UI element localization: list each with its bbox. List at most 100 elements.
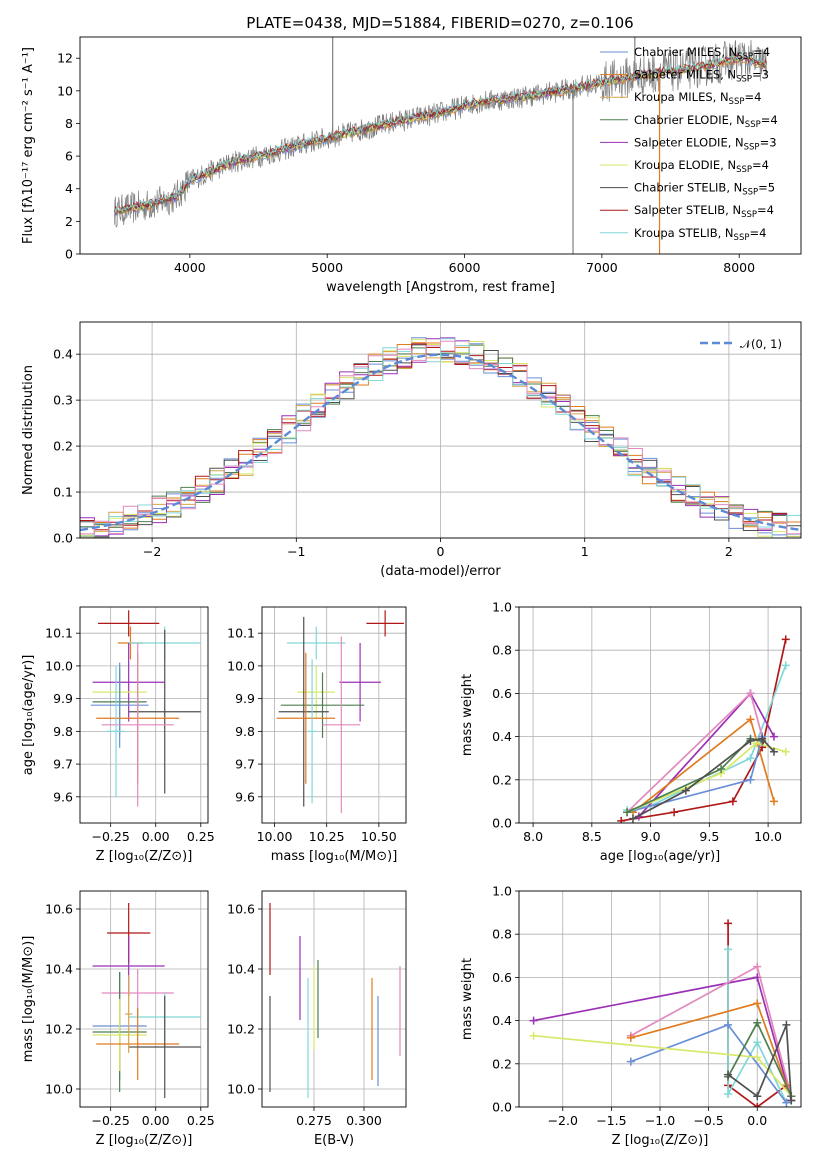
y-tick-label: 1.0 [492, 884, 512, 899]
y-axis-label: mass weight [460, 674, 475, 756]
data-point-marker [746, 689, 755, 698]
y-axis-label: Normed distribution [21, 365, 36, 495]
data-point-marker [769, 797, 778, 806]
y-tick-label: 0.6 [492, 970, 512, 985]
legend-entry: Kroupa ELODIE, NSSP=4 [634, 158, 769, 175]
data-point-marker [753, 1018, 762, 1027]
series-line-chabrier_stelib [727, 1024, 793, 1101]
data-point-marker [670, 808, 679, 817]
y-tick-label: 0.4 [492, 729, 512, 744]
y-tick-label: 8 [65, 116, 73, 131]
data-point-marker [782, 1020, 791, 1029]
y-tick-label: 10.0 [227, 658, 255, 673]
y-tick-label: 9.8 [235, 724, 255, 739]
y-tick-label: 10.4 [45, 962, 73, 977]
data-point-marker [746, 715, 755, 724]
y-tick-label: 0.6 [492, 686, 512, 701]
x-axis-label: Z [log₁₀(Z/Z⊙)] [96, 849, 193, 864]
x-tick-label: 7000 [586, 260, 618, 275]
x-tick-label: 6000 [449, 260, 481, 275]
data-point-marker [753, 962, 762, 971]
y-tick-label: 10.0 [45, 1082, 73, 1097]
plot-area-mass_vs_Z [92, 903, 201, 1098]
x-tick-label: 2 [725, 544, 733, 559]
axes-frame [79, 321, 802, 539]
axes-frame [79, 606, 209, 824]
y-tick-label: 1.0 [492, 600, 512, 615]
y-tick-label: 0.4 [492, 1013, 512, 1028]
x-axis-label: mass [log₁₀(M/M⊙)] [271, 849, 398, 864]
data-point-marker [681, 786, 690, 795]
legend-entry: Chabrier ELODIE, NSSP=4 [634, 113, 778, 130]
y-tick-label: 12 [57, 51, 73, 66]
y-tick-label: 0.0 [492, 1100, 512, 1115]
data-point-marker [623, 808, 632, 817]
x-tick-label: −2.0 [548, 1113, 578, 1128]
x-tick-label: −0.25 [91, 1113, 129, 1128]
axes-frame [518, 890, 802, 1108]
data-point-marker [724, 919, 733, 928]
figure-title: PLATE=0438, MJD=51884, FIBERID=0270, z=0… [246, 14, 633, 32]
plot-area-mass_vs_ebv [269, 903, 401, 1098]
y-tick-label: 0.2 [53, 439, 73, 454]
x-tick-label: −0.5 [693, 1113, 723, 1128]
x-tick-label: 0.300 [346, 1113, 382, 1128]
y-tick-label: 4 [65, 181, 73, 196]
x-axis-label: wavelength [Angstrom, rest frame] [326, 280, 555, 295]
y-tick-label: 9.7 [53, 757, 73, 772]
x-tick-label: 10.00 [257, 829, 293, 844]
y-tick-label: 0.0 [53, 531, 73, 546]
panel-residual_hist: −2 −1 0 1 2 0.0 0.1 0.2 0.3 0.4 (data-model)/error… [21, 321, 802, 579]
data-point-marker [769, 747, 778, 756]
data-point-marker [753, 1038, 762, 1047]
y-tick-label: 10.6 [227, 902, 255, 917]
x-axis-label: Z [log₁₀(Z/Z⊙)] [612, 1133, 709, 1148]
panel-age_vs_mass: 10.00 10.25 10.50 9.6 9.7 9.8 9.9 10.0 10.1 mass … [227, 606, 407, 864]
data-point-marker [753, 1053, 762, 1062]
y-tick-label: 10 [57, 83, 73, 98]
legend-entry: Chabrier STELIB, NSSP=5 [634, 181, 775, 198]
x-axis-label: (data-model)/error [380, 564, 501, 579]
data-point-marker [746, 775, 755, 784]
x-tick-label: 9.5 [699, 829, 719, 844]
y-tick-label: 0 [65, 247, 73, 262]
y-axis-label: mass [log₁₀(M/M⊙)] [21, 936, 36, 1063]
x-tick-label: 0 [437, 544, 445, 559]
data-point-marker [529, 1016, 538, 1025]
x-tick-label: 0.00 [142, 829, 170, 844]
data-point-marker [781, 747, 790, 756]
axes-frame [79, 36, 802, 255]
x-tick-label: −0.25 [91, 829, 129, 844]
y-axis-label: Flux [fλ10⁻¹⁷ erg cm⁻² s⁻¹ A⁻¹] [21, 47, 36, 244]
x-tick-label: 8.5 [582, 829, 602, 844]
y-tick-label: 9.8 [53, 724, 73, 739]
legend-entry: Salpeter STELIB, NSSP=4 [634, 203, 774, 220]
x-tick-label: 1 [581, 544, 589, 559]
data-point-marker [781, 635, 790, 644]
panel-weight_vs_age: 8.0 8.5 9.0 9.5 10.0 0.0 0.2 0.4 0.6 0.8 1.0 age [l… [460, 600, 802, 864]
data-point-marker [753, 999, 762, 1008]
data-point-marker [782, 1098, 791, 1107]
y-tick-label: 0.4 [53, 347, 73, 362]
y-tick-label: 9.9 [53, 691, 73, 706]
legend-entry: 𝒩(0, 1) [740, 337, 782, 351]
y-tick-label: 10.2 [45, 1022, 73, 1037]
y-tick-label: 9.7 [235, 757, 255, 772]
y-tick-label: 10.4 [227, 962, 255, 977]
data-point-marker [626, 1033, 635, 1042]
y-tick-label: 0.2 [492, 772, 512, 787]
axes-frame [518, 606, 802, 824]
series-line-salpeter_stelib [727, 923, 793, 1107]
normal-curve [80, 353, 801, 532]
data-point-marker [626, 1057, 635, 1066]
y-tick-label: 0.8 [492, 927, 512, 942]
x-axis-label: age [log₁₀(age/yr)] [600, 849, 721, 864]
plot-area-age_vs_mass [276, 610, 404, 814]
x-tick-label: 0.25 [187, 1113, 215, 1128]
series-line-kroupa_elodie [533, 1034, 792, 1097]
x-tick-label: 4000 [174, 260, 206, 275]
y-axis-label: age [log₁₀(age/yr)] [21, 655, 36, 776]
data-point-marker [724, 1070, 733, 1079]
panel-age_vs_Z: −0.25 0.00 0.25 9.6 9.7 9.8 9.9 10.0 10.1 Z [log₁… [21, 606, 215, 864]
axes-frame [261, 890, 407, 1108]
